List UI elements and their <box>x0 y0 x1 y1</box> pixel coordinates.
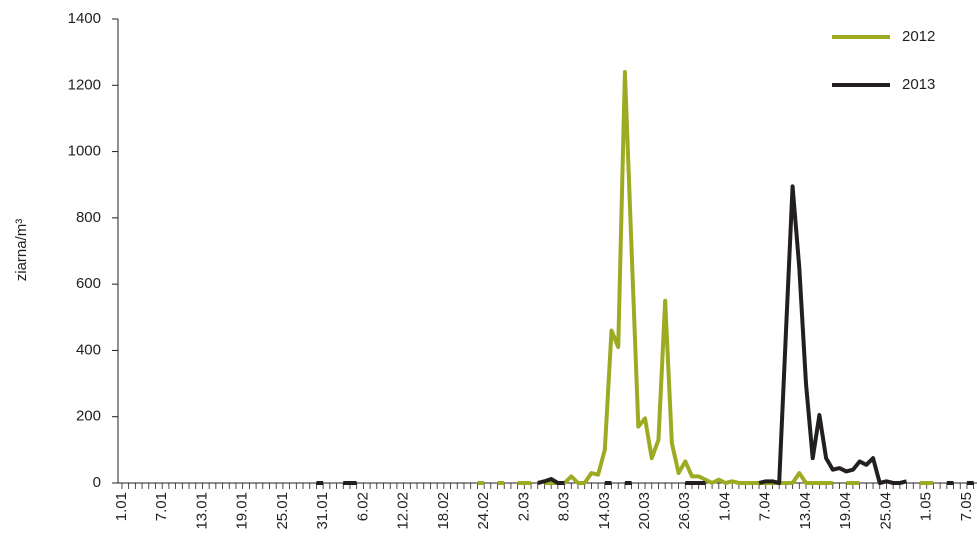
x-tick-label: 1.01 <box>113 492 130 521</box>
x-tick-label: 1.04 <box>716 492 733 521</box>
y-tick-label: 1200 <box>68 76 101 93</box>
x-tick-label: 13.01 <box>193 492 210 530</box>
x-tick-label: 1.05 <box>918 492 935 521</box>
x-tick-label: 19.04 <box>837 492 854 530</box>
x-tick-label: 20.03 <box>636 492 653 530</box>
x-tick-label: 25.04 <box>877 492 894 530</box>
y-tick-label: 400 <box>76 341 101 358</box>
x-tick-label: 2.03 <box>515 492 532 521</box>
series-line <box>537 477 565 485</box>
y-tick-label: 200 <box>76 408 101 425</box>
x-tick-label: 13.04 <box>797 492 814 530</box>
y-axis-label: ziarna/m³ <box>13 219 30 282</box>
x-tick-label: 12.02 <box>395 492 412 530</box>
legend-label: 2013 <box>902 76 935 93</box>
y-tick-label: 800 <box>76 209 101 226</box>
x-tick-label: 8.03 <box>556 492 573 521</box>
series-line <box>544 70 833 485</box>
x-tick-label: 7.04 <box>757 492 774 521</box>
x-tick-label: 18.02 <box>435 492 452 530</box>
x-tick-label: 14.03 <box>596 492 613 530</box>
x-tick-label: 6.02 <box>354 492 371 521</box>
x-tick-label: 26.03 <box>676 492 693 530</box>
x-tick-label: 25.01 <box>274 492 291 530</box>
legend-label: 2012 <box>902 28 935 45</box>
x-tick-label: 19.01 <box>234 492 251 530</box>
x-tick-label: 7.05 <box>958 492 975 521</box>
y-tick-label: 0 <box>93 474 101 491</box>
y-tick-label: 1000 <box>68 143 101 160</box>
y-tick-label: 1400 <box>68 10 101 27</box>
series-line <box>758 184 908 485</box>
x-tick-label: 24.02 <box>475 492 492 530</box>
y-tick-label: 600 <box>76 275 101 292</box>
x-tick-label: 31.01 <box>314 492 331 530</box>
x-tick-label: 7.01 <box>153 492 170 521</box>
